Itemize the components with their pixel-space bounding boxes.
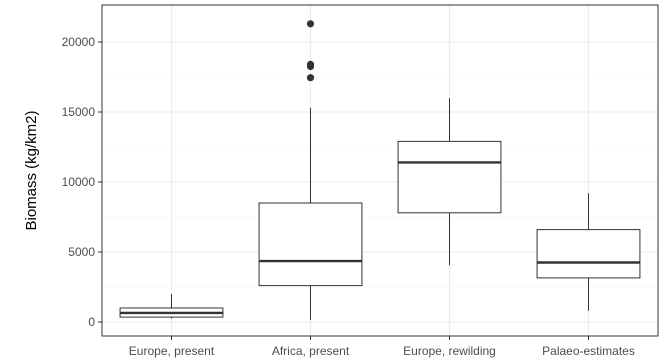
grid-lines bbox=[102, 5, 658, 336]
box-palaeo-estimates bbox=[536, 193, 641, 311]
x-tick-label: Europe, rewilding bbox=[403, 344, 496, 358]
box-europe-present bbox=[119, 294, 224, 319]
iqr-box bbox=[258, 202, 363, 287]
y-tick-label: 10000 bbox=[62, 175, 96, 189]
y-tick-label: 20000 bbox=[62, 35, 96, 49]
y-tick-label: 0 bbox=[88, 315, 95, 329]
panel-border bbox=[101, 4, 659, 337]
box-europe-rewilding bbox=[397, 98, 502, 266]
box-africa-present bbox=[258, 20, 363, 320]
y-tick-label: 5000 bbox=[68, 245, 95, 259]
iqr-box bbox=[397, 140, 502, 214]
x-tick-label: Palaeo-estimates bbox=[542, 344, 635, 358]
iqr-box bbox=[536, 229, 641, 279]
boxes-layer bbox=[119, 20, 641, 320]
y-axis-title: Biomass (kg/km2) bbox=[23, 110, 40, 230]
x-tick-label: Europe, present bbox=[129, 344, 215, 358]
y-tick-label: 15000 bbox=[62, 105, 96, 119]
y-axis: 0 5000 10000 15000 20000 bbox=[62, 35, 102, 329]
x-tick-label: Africa, present bbox=[272, 344, 350, 358]
outlier-point bbox=[306, 20, 315, 28]
outlier-point bbox=[306, 60, 315, 68]
outlier-point bbox=[306, 74, 315, 82]
x-axis: Europe, present Africa, present Europe, re… bbox=[129, 336, 635, 358]
